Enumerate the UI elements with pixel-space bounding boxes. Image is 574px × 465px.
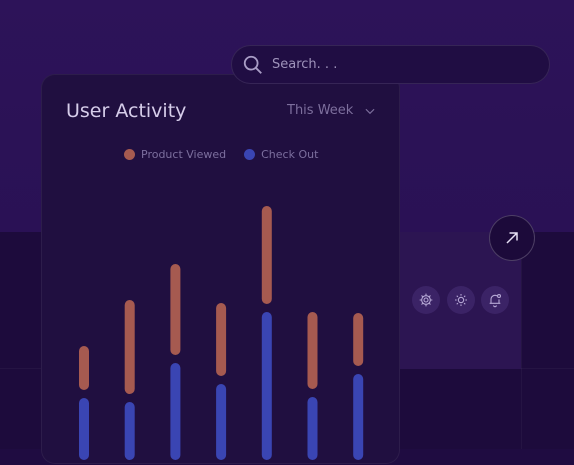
brightness-button[interactable] bbox=[447, 286, 475, 314]
background-divider-vertical bbox=[521, 232, 522, 449]
bar-product-viewed bbox=[216, 303, 227, 376]
bar-check-out bbox=[170, 363, 181, 460]
arrow-up-right-icon bbox=[506, 232, 518, 244]
legend-item-check-out: Check Out bbox=[244, 148, 318, 161]
period-dropdown[interactable]: This Week bbox=[287, 103, 377, 118]
bar-check-out bbox=[307, 397, 318, 460]
notification-icon bbox=[489, 293, 502, 308]
bar-product-viewed bbox=[124, 300, 135, 394]
card-title: User Activity bbox=[66, 100, 187, 122]
search-icon bbox=[243, 55, 262, 74]
notification-button[interactable] bbox=[481, 286, 509, 314]
open-details-button[interactable] bbox=[489, 215, 535, 261]
period-label: This Week bbox=[287, 103, 354, 118]
legend-swatch-check-out bbox=[244, 149, 256, 160]
bar-product-viewed bbox=[261, 206, 272, 304]
legend-item-product-viewed: Product Viewed bbox=[124, 148, 226, 161]
activity-bar-chart bbox=[79, 206, 364, 460]
bar-check-out bbox=[216, 384, 227, 460]
bar-check-out bbox=[79, 398, 89, 460]
legend-label-check-out: Check Out bbox=[261, 148, 319, 161]
legend-swatch-product-viewed bbox=[124, 149, 135, 160]
chart-legend: Product Viewed Check Out bbox=[124, 148, 336, 161]
bar-product-viewed bbox=[353, 313, 364, 366]
bar-product-viewed bbox=[170, 264, 181, 355]
settings-icon bbox=[419, 293, 433, 307]
bar-check-out bbox=[124, 402, 135, 460]
settings-button[interactable] bbox=[412, 286, 440, 314]
search-input[interactable] bbox=[270, 56, 534, 73]
chevron-down-icon bbox=[365, 108, 375, 114]
search-bar[interactable] bbox=[231, 45, 550, 84]
bar-check-out bbox=[353, 374, 364, 460]
bar-product-viewed bbox=[79, 346, 89, 390]
legend-label-product-viewed: Product Viewed bbox=[141, 148, 227, 161]
brightness-icon bbox=[455, 294, 467, 306]
bar-check-out bbox=[261, 312, 272, 460]
bar-product-viewed bbox=[307, 312, 318, 389]
user-activity-card: User Activity This Week Product Viewed C… bbox=[41, 74, 400, 464]
